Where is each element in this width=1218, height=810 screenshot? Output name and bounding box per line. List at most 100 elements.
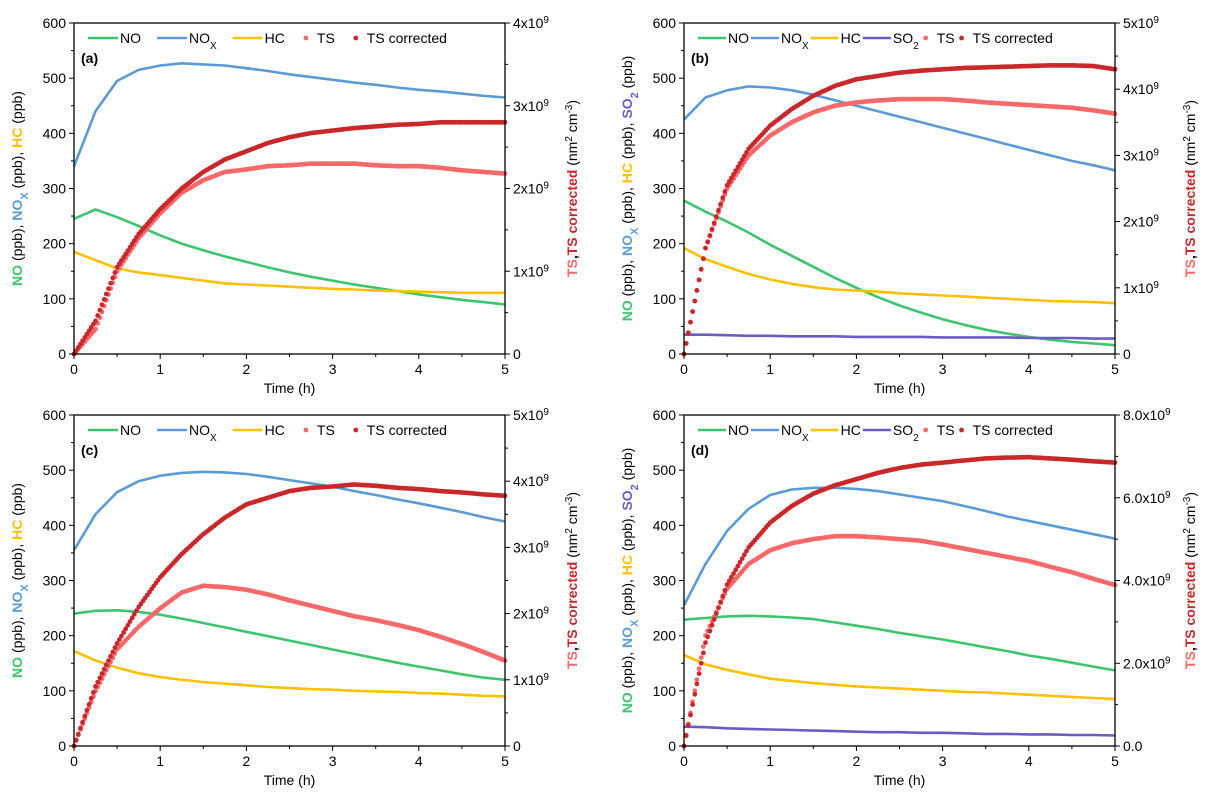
tick-mantissa: 4.0x10: [1123, 573, 1165, 589]
legend-label-text: NO: [189, 30, 210, 46]
point-ts-corrected: [713, 214, 719, 220]
label-run: 2: [1182, 528, 1193, 534]
label-run: cm: [1182, 506, 1198, 529]
y-right-tick-label: 3x109: [513, 539, 549, 556]
legend-item-ts: TS: [923, 422, 955, 438]
legend-dot-icon: [353, 427, 359, 433]
y-right-tick-label: 5x109: [513, 407, 549, 424]
label-run: (ppb): [619, 448, 635, 485]
y-left-tick-label: 100: [653, 291, 677, 307]
label-run: -3: [1182, 104, 1193, 113]
y-left-tick-label: 100: [43, 683, 67, 699]
tick-mantissa: 2.0x10: [1123, 655, 1165, 671]
point-ts-corrected: [735, 563, 741, 569]
legend-label-text: TS corrected: [973, 422, 1053, 438]
legend-item-hc: HC: [810, 30, 861, 46]
point-ts-corrected: [129, 615, 135, 621]
label-run: ,: [1182, 647, 1198, 651]
tick-mantissa: 0.0: [1123, 738, 1143, 754]
legend-label-sub: X: [802, 41, 809, 52]
panel-label: (a): [81, 50, 98, 66]
point-ts-corrected: [741, 153, 747, 159]
legend-label: TS: [937, 422, 955, 438]
chart-panel-c: 0 1 2 3 4 5 Time (h) 0 100 200 300 400 500 600 NO (ppb…: [9, 407, 580, 789]
point-ts-corrected: [93, 318, 98, 324]
tick-mantissa: 4x10: [513, 15, 544, 31]
label-run: 2: [1182, 136, 1193, 142]
point-ts: [696, 666, 702, 672]
legend-label-text: TS corrected: [367, 422, 447, 438]
point-ts-corrected: [741, 552, 747, 558]
legend-item-hc: HC: [232, 422, 285, 438]
legend-label-sub: X: [210, 433, 217, 444]
legend-label: TS corrected: [973, 30, 1053, 46]
point-ts-corrected: [709, 622, 715, 628]
point-ts-corrected: [737, 160, 743, 166]
y-left-tick-label: 300: [653, 573, 677, 589]
point-ts-corrected: [726, 179, 732, 184]
point-ts-corrected: [131, 611, 137, 617]
legend-item-nox: NOX: [157, 422, 217, 444]
legend-dot-icon: [303, 35, 309, 41]
point-ts-corrected: [716, 207, 721, 213]
label-run: 2: [564, 136, 575, 142]
point-ts: [694, 677, 700, 683]
point-ts-corrected: [112, 270, 118, 275]
x-tick-label: 1: [156, 753, 164, 769]
label-run: NO: [619, 627, 635, 648]
tick-exponent: 9: [543, 539, 549, 550]
tick-exponent: 9: [1153, 15, 1159, 26]
series-lines: [683, 85, 1116, 347]
point-ts-corrected: [119, 633, 124, 639]
y-right-tick-label: 2x109: [1123, 213, 1159, 230]
tick-exponent: 9: [543, 605, 549, 616]
legend-label: TS corrected: [367, 30, 447, 46]
label-run: (nm: [1182, 534, 1198, 562]
point-ts-corrected: [737, 559, 743, 565]
y-left-tick-label: 200: [43, 628, 67, 644]
y-left-tick-label: 500: [653, 70, 677, 86]
x-axis-label: Time (h): [874, 380, 926, 396]
legend-label: TS corrected: [973, 422, 1053, 438]
point-ts-corrected: [701, 650, 706, 656]
point-ts: [692, 688, 698, 694]
label-run: HC: [9, 128, 25, 148]
y-right-tick-label: 2x109: [513, 180, 549, 197]
legend-label: SO2: [893, 30, 919, 52]
point-ts-corrected: [134, 608, 139, 613]
label-run: (ppb),: [619, 183, 635, 227]
point-ts-corrected: [718, 201, 723, 207]
legend-label-sub: 2: [913, 433, 919, 444]
tick-mantissa: 2x10: [1123, 214, 1154, 230]
legend-label-text: NO: [781, 30, 802, 46]
y-left-tick-label: 300: [43, 181, 67, 197]
y-right-tick-label: 4x109: [513, 473, 549, 490]
point-ts-corrected: [724, 182, 730, 188]
legend-label: HC: [265, 30, 285, 46]
legend-item-hc: HC: [810, 422, 861, 438]
label-run: TS corrected: [564, 562, 580, 648]
point-ts-corrected: [112, 645, 118, 651]
point-ts-corrected: [99, 302, 105, 308]
legend-item-ts: TS: [303, 30, 335, 46]
legend-item-ts-corrected: TS corrected: [959, 30, 1053, 46]
point-ts-corrected: [733, 567, 739, 573]
tick-mantissa: 2x10: [513, 181, 544, 197]
point-ts-corrected: [84, 707, 90, 713]
point-ts-corrected: [716, 605, 721, 611]
x-tick-label: 5: [501, 753, 509, 769]
point-ts-corrected: [711, 220, 717, 226]
y-right-tick-label: 5x109: [1123, 15, 1159, 32]
point-ts-corrected: [93, 684, 98, 689]
tick-mantissa: 0: [513, 346, 521, 362]
point-ts-corrected: [692, 298, 698, 304]
legend-dot-icon: [959, 427, 964, 433]
label-run: 2: [629, 92, 641, 98]
legend-label-text: TS: [937, 422, 955, 438]
point-ts-corrected: [713, 611, 719, 616]
legend-item-no: NO: [698, 422, 749, 438]
point-ts-corrected: [718, 599, 723, 605]
y-right-tick-label: 0: [513, 738, 521, 754]
line-no: [73, 208, 506, 306]
legend-label: NOX: [781, 30, 809, 52]
